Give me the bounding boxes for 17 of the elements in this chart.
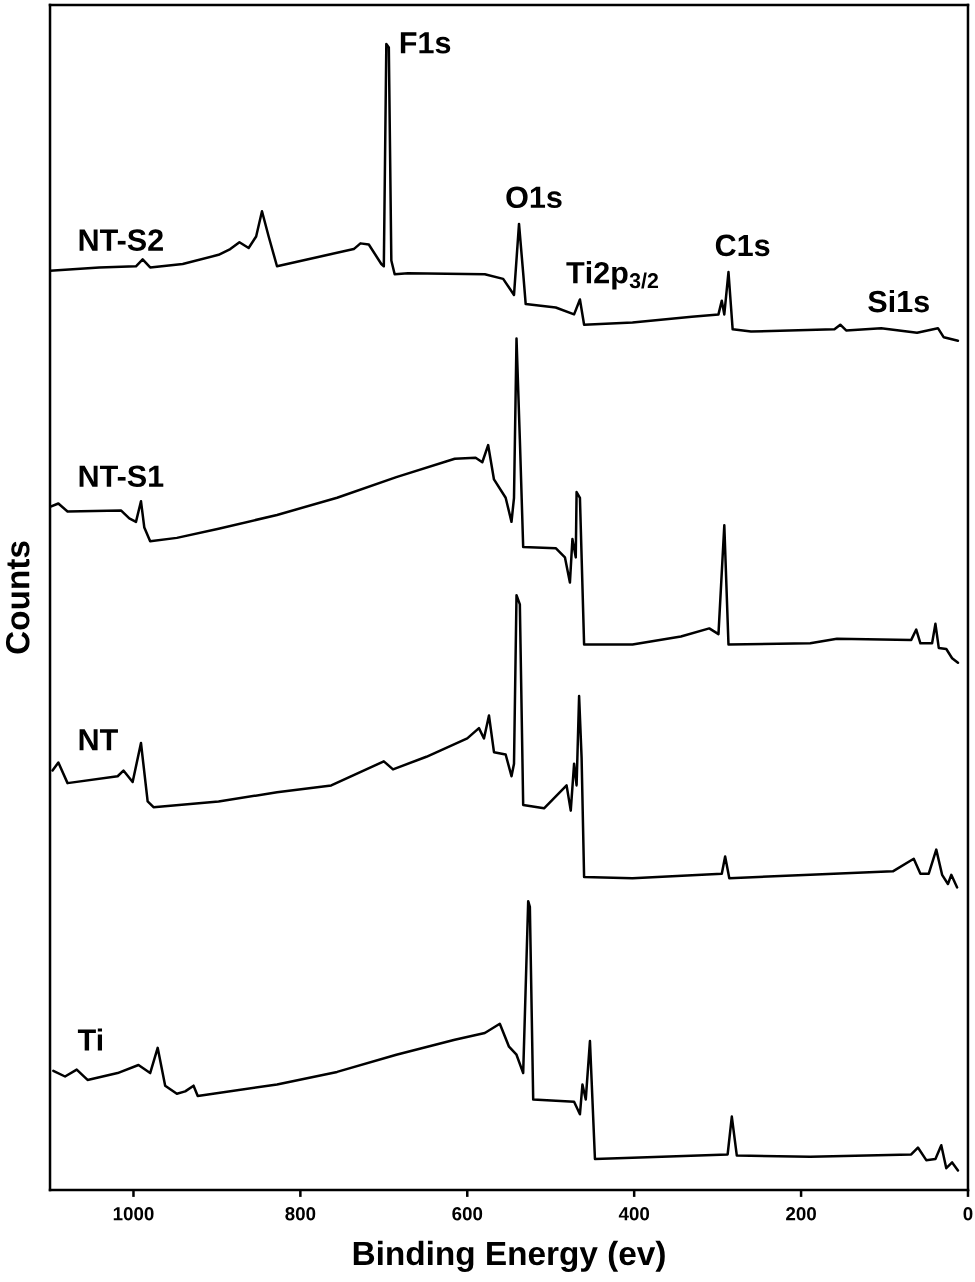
x-tick-label: 0 — [963, 1207, 973, 1221]
series-label: NT-S2 — [79, 229, 163, 251]
x-tick-label: 400 — [618, 1207, 650, 1221]
y-axis-title: Counts — [5, 541, 30, 654]
annotation: F1s — [400, 32, 451, 54]
x-tick-label: 1000 — [113, 1207, 154, 1221]
x-tick-label: 200 — [786, 1207, 816, 1221]
annotation: Si1s — [868, 289, 929, 313]
x-axis-title: Binding Energy (ev) — [353, 1240, 665, 1272]
series-label: NT — [79, 729, 118, 751]
series-label: NT-S1 — [79, 465, 164, 488]
annotation: C1s — [715, 234, 770, 257]
x-tick-label: 600 — [452, 1207, 483, 1221]
series-label: Ti — [77, 1028, 103, 1051]
x-tick-label: 800 — [285, 1207, 316, 1221]
annotation: O1s — [506, 186, 562, 209]
annotation: Ti2p$_{3/2}$ — [566, 261, 659, 290]
